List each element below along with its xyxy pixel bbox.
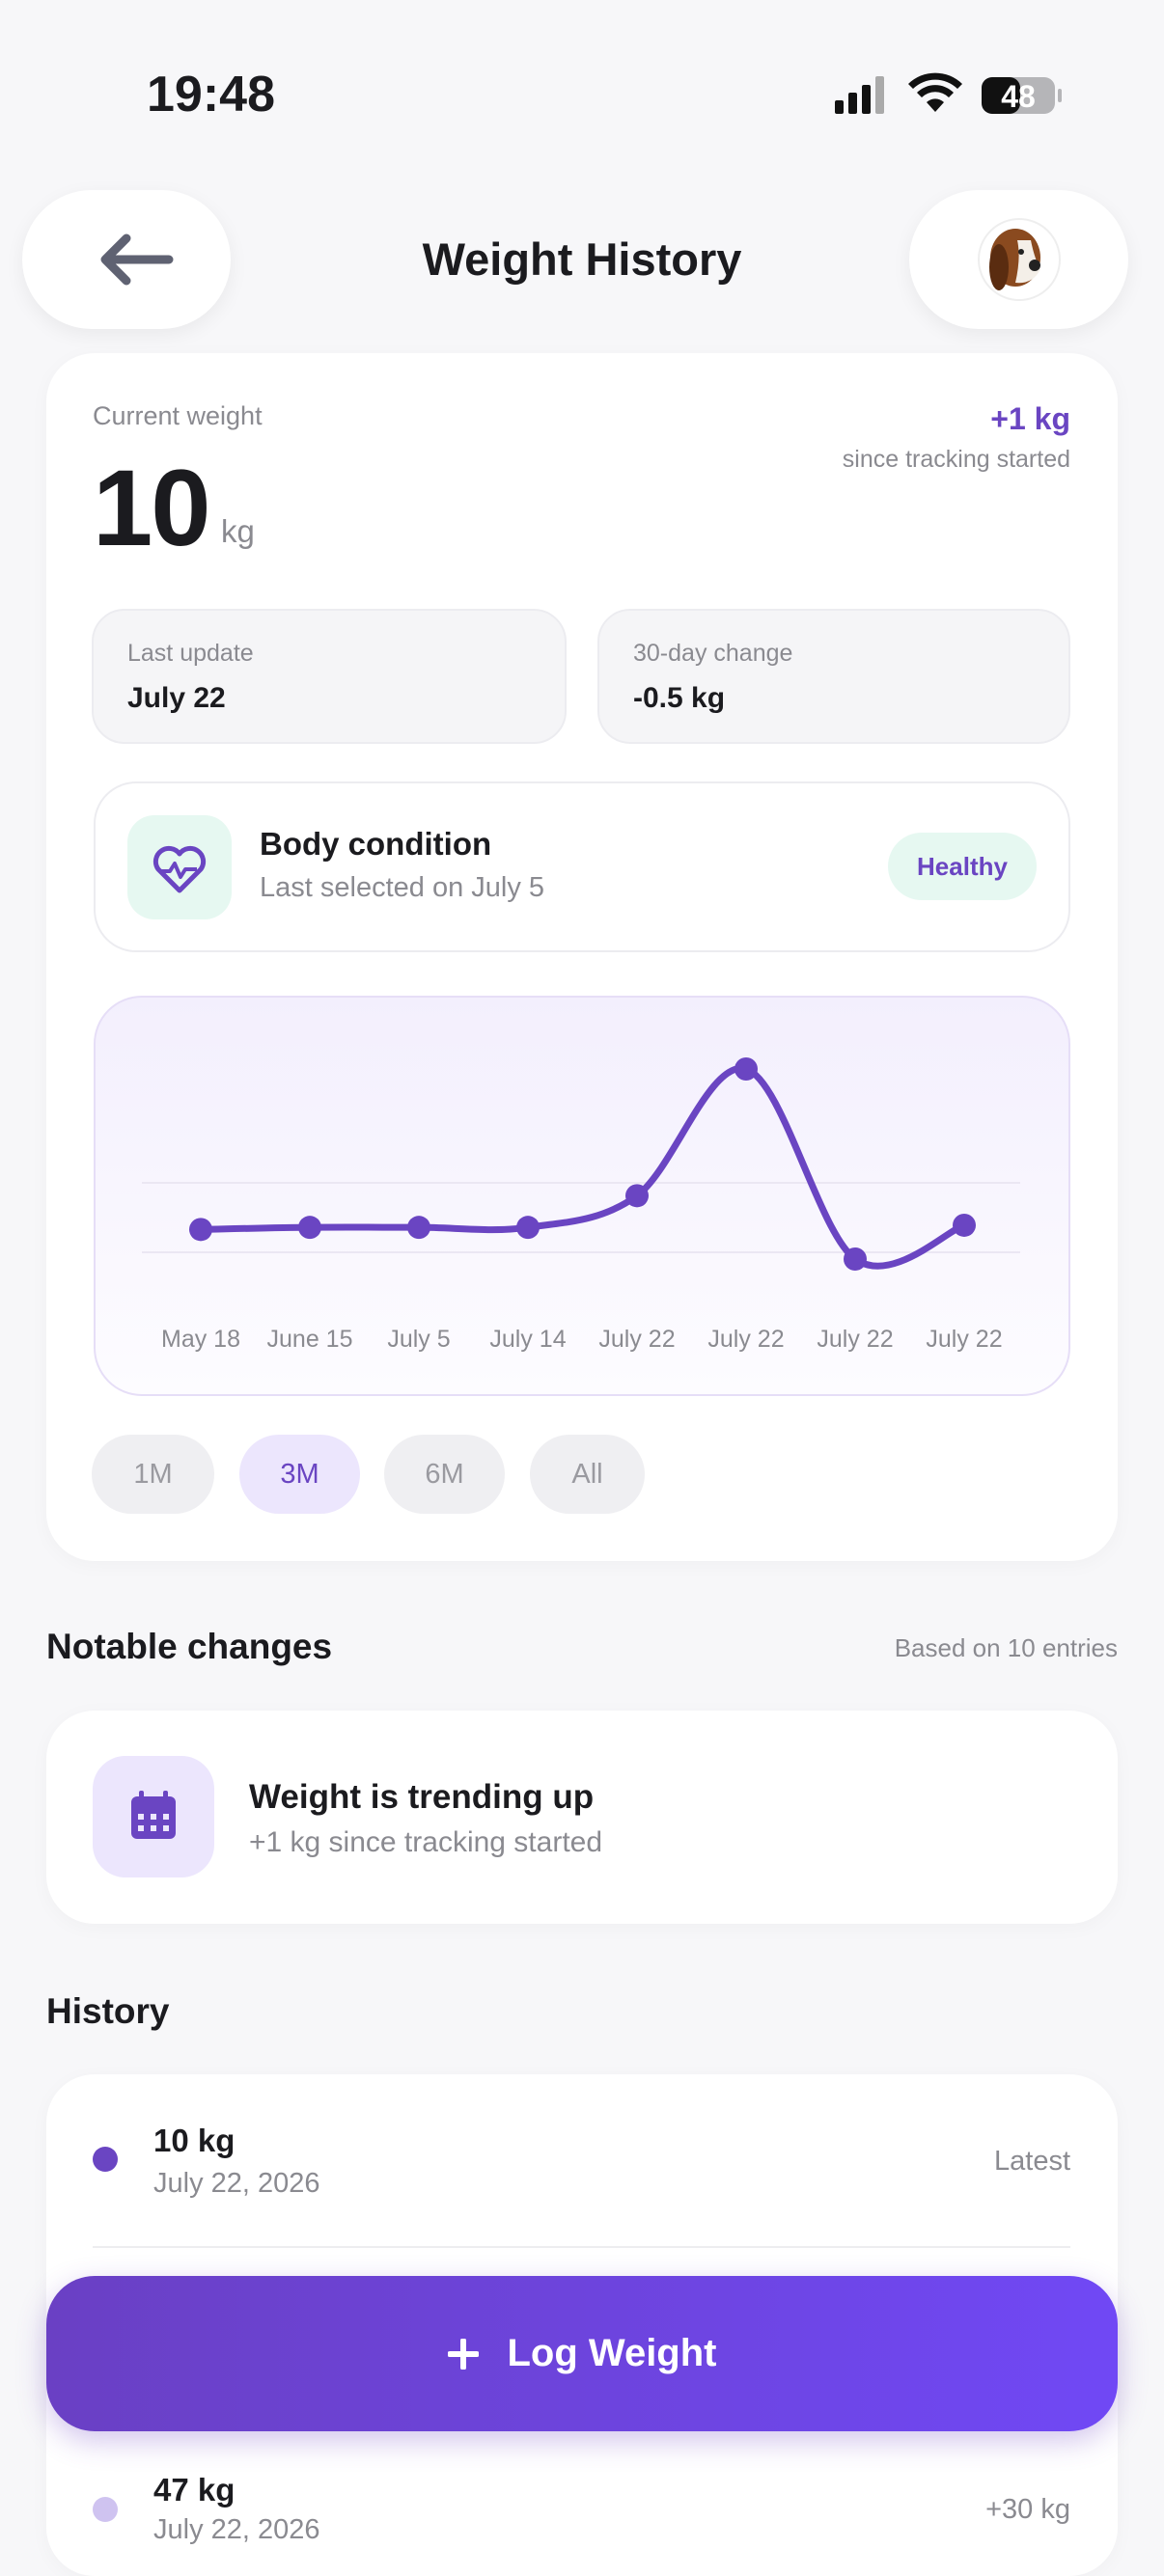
x-tick-label: July 22 bbox=[926, 1326, 1002, 1353]
body-condition-card[interactable]: Body condition Last selected on July 5 H… bbox=[94, 781, 1070, 952]
x-tick-label: June 15 bbox=[267, 1326, 353, 1353]
body-condition-subtitle: Last selected on July 5 bbox=[260, 872, 545, 903]
status-icons: 48 bbox=[835, 72, 1062, 114]
history-date: July 22, 2026 bbox=[153, 2168, 320, 2199]
x-tick-label: May 18 bbox=[161, 1326, 240, 1353]
back-icon bbox=[100, 233, 174, 286]
history-dot bbox=[93, 2147, 118, 2172]
x-tick-label: July 14 bbox=[489, 1326, 566, 1353]
button-label: Log Weight bbox=[507, 2332, 717, 2374]
weight-chart: May 18 June 15 July 5 July 14 July 22 July 22… bbox=[142, 1057, 1020, 1353]
divider bbox=[93, 2246, 1070, 2248]
battery-level: 48 bbox=[1001, 79, 1036, 114]
history-date: July 22, 2026 bbox=[153, 2514, 320, 2545]
log-weight-button[interactable]: Log Weight bbox=[46, 2276, 1118, 2431]
stat-label: 30-day change bbox=[633, 640, 793, 667]
data-point bbox=[625, 1184, 649, 1208]
data-point bbox=[407, 1216, 430, 1240]
weight-change-note: since tracking started bbox=[842, 446, 1070, 473]
status-time: 19:48 bbox=[147, 67, 275, 123]
range-option[interactable]: All bbox=[530, 1435, 645, 1514]
stat-label: Last update bbox=[127, 640, 254, 667]
range-option[interactable]: 3M bbox=[239, 1435, 360, 1514]
chart-card: May 18 June 15 July 5 July 14 July 22 July 22… bbox=[94, 996, 1070, 1396]
profile-button[interactable] bbox=[909, 190, 1128, 329]
data-point bbox=[516, 1216, 540, 1240]
x-tick-label: July 22 bbox=[598, 1326, 675, 1353]
weight-change: +1 kg bbox=[990, 401, 1070, 436]
stat-box: Last update July 22 bbox=[92, 609, 567, 744]
data-point bbox=[953, 1213, 976, 1237]
x-tick-label: July 22 bbox=[817, 1326, 893, 1353]
x-tick-label: July 22 bbox=[707, 1326, 784, 1353]
pet-avatar bbox=[978, 218, 1061, 301]
section-title: Notable changes bbox=[46, 1627, 333, 1666]
data-point bbox=[734, 1057, 758, 1082]
status-badge: Healthy bbox=[888, 833, 1037, 900]
data-point bbox=[844, 1247, 867, 1271]
notable-subtitle: +1 kg since tracking started bbox=[249, 1826, 603, 1858]
back-button[interactable] bbox=[22, 190, 231, 329]
current-value: 10 bbox=[93, 448, 211, 568]
history-weight: 47 kg bbox=[153, 2472, 236, 2507]
range-option[interactable]: 1M bbox=[92, 1435, 214, 1514]
section-title: History bbox=[46, 1991, 170, 2031]
stat-box: 30-day change -0.5 kg bbox=[597, 609, 1070, 744]
current-label: Current weight bbox=[93, 401, 263, 430]
current-unit: kg bbox=[221, 513, 255, 549]
notable-card: Weight is trending up +1 kg since tracki… bbox=[46, 1711, 1118, 1924]
plus-icon bbox=[447, 2338, 479, 2370]
notable-title: Weight is trending up bbox=[249, 1778, 595, 1816]
history-dot bbox=[93, 2497, 118, 2522]
history-tag: Latest bbox=[994, 2146, 1070, 2177]
data-point bbox=[189, 1218, 212, 1242]
range-option[interactable]: 6M bbox=[384, 1435, 505, 1514]
x-tick-label: July 5 bbox=[387, 1326, 450, 1353]
stat-value: July 22 bbox=[127, 682, 226, 714]
section-note: Based on 10 entries bbox=[894, 1633, 1118, 1662]
data-point bbox=[298, 1216, 321, 1240]
page-title: Weight History bbox=[422, 233, 742, 285]
stat-value: -0.5 kg bbox=[633, 682, 726, 714]
calendar-icon bbox=[93, 1756, 214, 1877]
body-condition-title: Body condition bbox=[260, 826, 492, 862]
heart-icon bbox=[127, 815, 232, 919]
history-weight: 10 kg bbox=[153, 2123, 236, 2158]
history-tag: +30 kg bbox=[985, 2494, 1070, 2525]
